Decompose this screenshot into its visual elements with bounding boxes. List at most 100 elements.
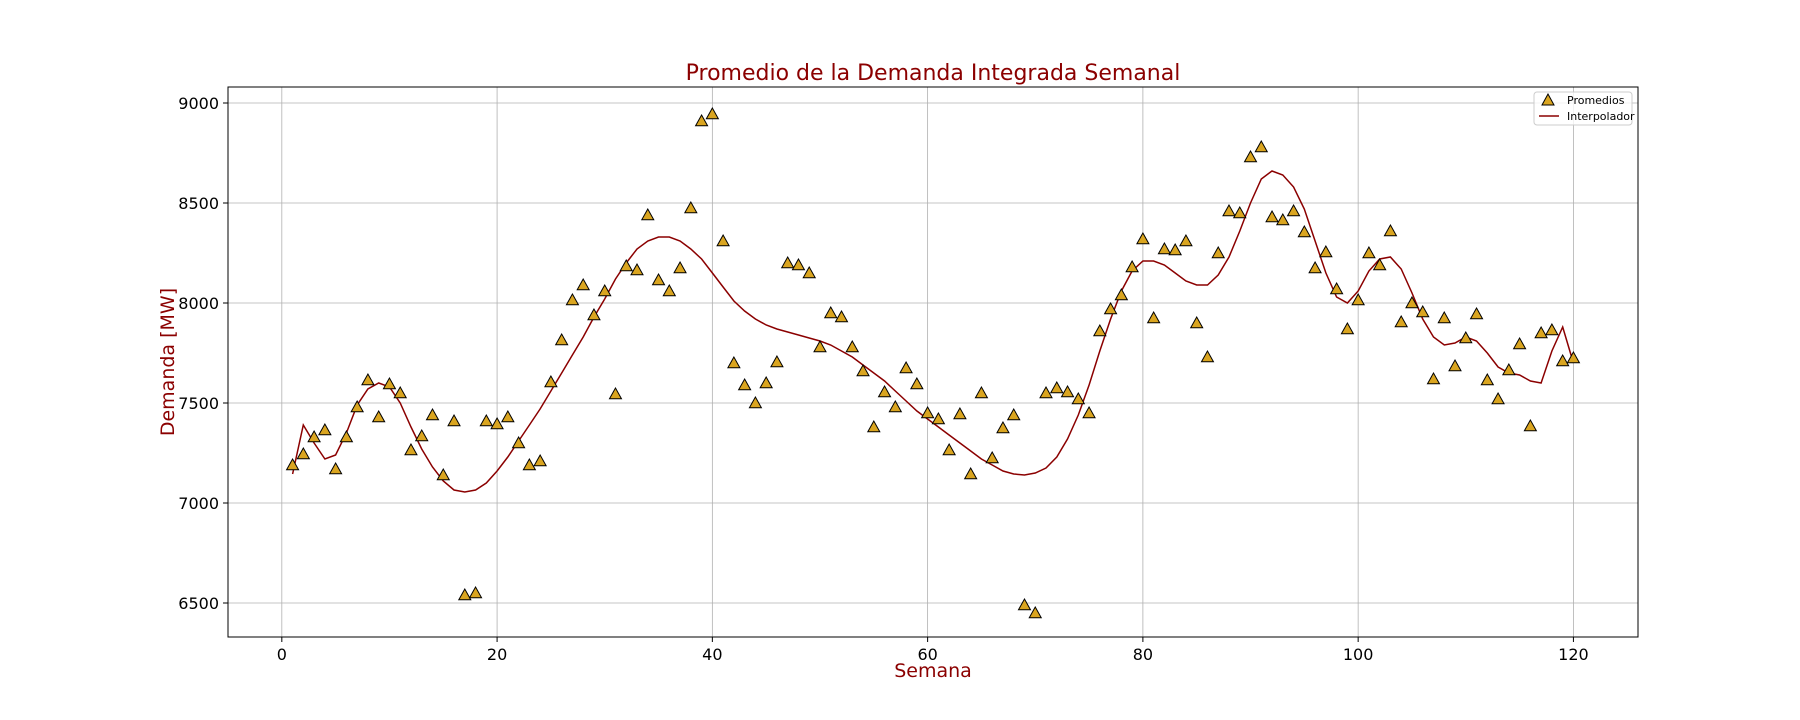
data-point xyxy=(414,428,429,442)
data-point xyxy=(393,385,408,399)
data-point xyxy=(931,411,946,425)
data-point xyxy=(1157,241,1172,255)
y-tick-label: 7000 xyxy=(178,494,219,513)
data-point xyxy=(1146,310,1161,324)
y-tick-label: 6500 xyxy=(178,594,219,613)
data-point xyxy=(361,372,375,386)
data-point xyxy=(371,409,386,423)
data-point xyxy=(1512,336,1527,350)
x-tick-label: 120 xyxy=(1558,645,1589,664)
data-point xyxy=(877,384,892,398)
data-point xyxy=(318,422,332,436)
data-point xyxy=(640,207,655,221)
data-point xyxy=(1372,257,1387,271)
data-point xyxy=(1523,418,1538,432)
average-points-layer xyxy=(285,106,1581,619)
data-point xyxy=(1545,322,1559,336)
data-point xyxy=(457,587,472,601)
data-point xyxy=(1480,372,1495,386)
data-point xyxy=(436,467,451,481)
data-point xyxy=(597,283,612,297)
data-point xyxy=(1458,330,1473,344)
data-point xyxy=(587,307,601,321)
data-point xyxy=(813,339,827,353)
data-point xyxy=(1501,362,1516,376)
data-point xyxy=(339,429,354,443)
data-point xyxy=(673,260,687,274)
data-point xyxy=(1168,242,1183,256)
x-tick-label: 100 xyxy=(1343,645,1374,664)
data-point xyxy=(1319,244,1333,258)
data-point xyxy=(963,466,978,480)
data-point xyxy=(845,339,860,353)
data-point xyxy=(1243,149,1258,163)
legend-triangle-marker xyxy=(1541,92,1555,106)
data-point xyxy=(533,453,547,467)
data-point xyxy=(705,106,720,120)
data-point xyxy=(1006,407,1021,421)
data-point xyxy=(1275,212,1290,226)
legend-label-promedios: Promedios xyxy=(1567,94,1625,107)
data-point xyxy=(1566,350,1581,364)
data-point xyxy=(1491,391,1505,405)
data-point xyxy=(479,413,494,427)
data-point xyxy=(1405,295,1419,309)
data-point xyxy=(285,457,300,471)
data-point xyxy=(1200,349,1215,363)
data-point xyxy=(1394,314,1409,328)
data-point xyxy=(888,399,903,413)
y-tick-label: 8000 xyxy=(178,294,219,313)
y-axis-label: Demanda [MW] xyxy=(157,288,179,436)
data-point xyxy=(1071,391,1086,405)
data-point xyxy=(1060,384,1075,398)
data-point xyxy=(565,292,580,306)
data-point xyxy=(1351,292,1366,306)
data-point xyxy=(1211,245,1226,259)
data-point xyxy=(350,399,365,413)
data-point xyxy=(1426,371,1441,385)
data-point xyxy=(1340,321,1355,335)
data-point xyxy=(770,354,784,368)
data-point xyxy=(1297,224,1312,238)
legend: Promedios Interpolador xyxy=(1533,91,1635,126)
data-point xyxy=(468,585,483,599)
x-tick-label: 40 xyxy=(702,645,722,664)
data-point xyxy=(920,405,935,419)
data-point xyxy=(1383,223,1398,237)
axis-ticks: 0 20 40 60 80 100 120 6500 7000 7500 8000 8500 9000 xyxy=(178,94,1588,664)
data-point xyxy=(910,376,924,390)
data-point xyxy=(500,409,515,423)
data-point xyxy=(1265,209,1279,223)
data-point xyxy=(953,406,967,420)
data-point xyxy=(899,360,913,374)
data-point xyxy=(554,332,569,346)
x-tick-label: 80 xyxy=(1133,645,1153,664)
data-point xyxy=(1534,325,1548,339)
data-point xyxy=(759,375,774,389)
y-tick-label: 7500 xyxy=(178,394,219,413)
data-point xyxy=(834,309,849,323)
data-point xyxy=(1179,233,1193,247)
data-point xyxy=(748,395,763,409)
data-point xyxy=(802,265,817,279)
data-point xyxy=(1103,301,1118,315)
x-tick-label: 60 xyxy=(917,645,937,664)
y-tick-label: 8500 xyxy=(178,194,219,213)
data-point xyxy=(490,416,504,430)
data-point xyxy=(447,413,461,427)
data-point xyxy=(737,377,752,391)
data-point xyxy=(1437,310,1452,324)
data-point xyxy=(1308,260,1322,274)
data-point xyxy=(1329,281,1344,295)
data-point xyxy=(630,262,644,276)
data-point xyxy=(619,258,634,272)
data-point xyxy=(1136,231,1150,245)
legend-label-interpolador: Interpolador xyxy=(1567,110,1635,123)
data-point xyxy=(791,257,806,271)
x-axis-label: Semana xyxy=(894,660,972,682)
data-point xyxy=(1415,304,1430,318)
data-point xyxy=(1092,323,1107,337)
data-point xyxy=(544,374,558,388)
data-point xyxy=(856,363,870,377)
